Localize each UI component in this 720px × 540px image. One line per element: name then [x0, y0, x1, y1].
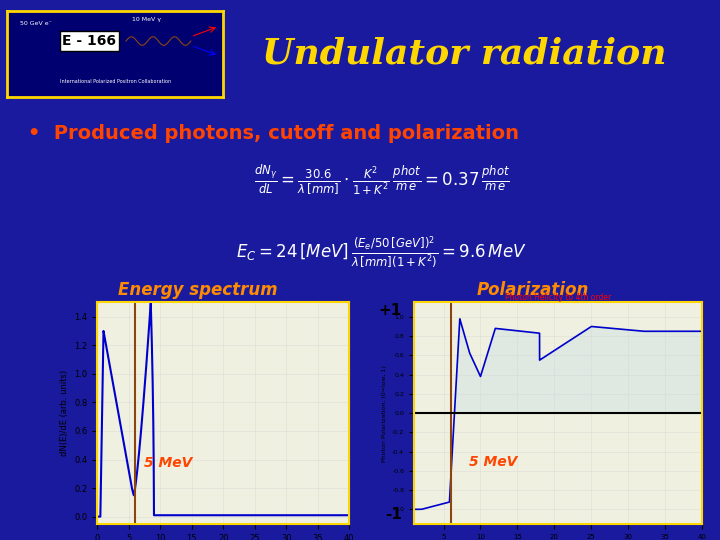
Text: 5 MeV: 5 MeV — [469, 455, 518, 469]
Text: 50 GeV e⁻: 50 GeV e⁻ — [20, 21, 52, 26]
Y-axis label: Photon Polarization, (0=low, 1): Photon Polarization, (0=low, 1) — [382, 364, 387, 462]
Text: •  Produced photons, cutoff and polarization: • Produced photons, cutoff and polarizat… — [28, 124, 519, 143]
Text: E - 166: E - 166 — [63, 34, 117, 48]
Text: +1: +1 — [379, 303, 402, 318]
Text: 5 MeV: 5 MeV — [145, 456, 193, 470]
Text: $\frac{dN_{\gamma}}{dL} = \frac{30.6}{\lambda\,[mm]} \cdot \frac{K^2}{1+K^2}\,\f: $\frac{dN_{\gamma}}{dL} = \frac{30.6}{\l… — [253, 163, 510, 197]
Text: 10 MeV γ: 10 MeV γ — [132, 17, 161, 22]
Text: Undulator radiation: Undulator radiation — [262, 37, 667, 71]
Text: $E_C = 24\,[MeV]\,\frac{(E_e/50\,[GeV])^2}{\lambda\,[mm](1+K^2)} = 9.6\,MeV$: $E_C = 24\,[MeV]\,\frac{(E_e/50\,[GeV])^… — [236, 235, 527, 270]
Text: -1: -1 — [385, 507, 402, 522]
Text: International Polarized Positron Collaboration: International Polarized Positron Collabo… — [60, 79, 171, 84]
Text: Energy spectrum: Energy spectrum — [118, 281, 278, 299]
Title: Photon Helicity to 4th order: Photon Helicity to 4th order — [505, 293, 611, 302]
Text: Polarization: Polarization — [477, 281, 589, 299]
Y-axis label: dN(E)/dE (arb. units): dN(E)/dE (arb. units) — [60, 370, 68, 456]
